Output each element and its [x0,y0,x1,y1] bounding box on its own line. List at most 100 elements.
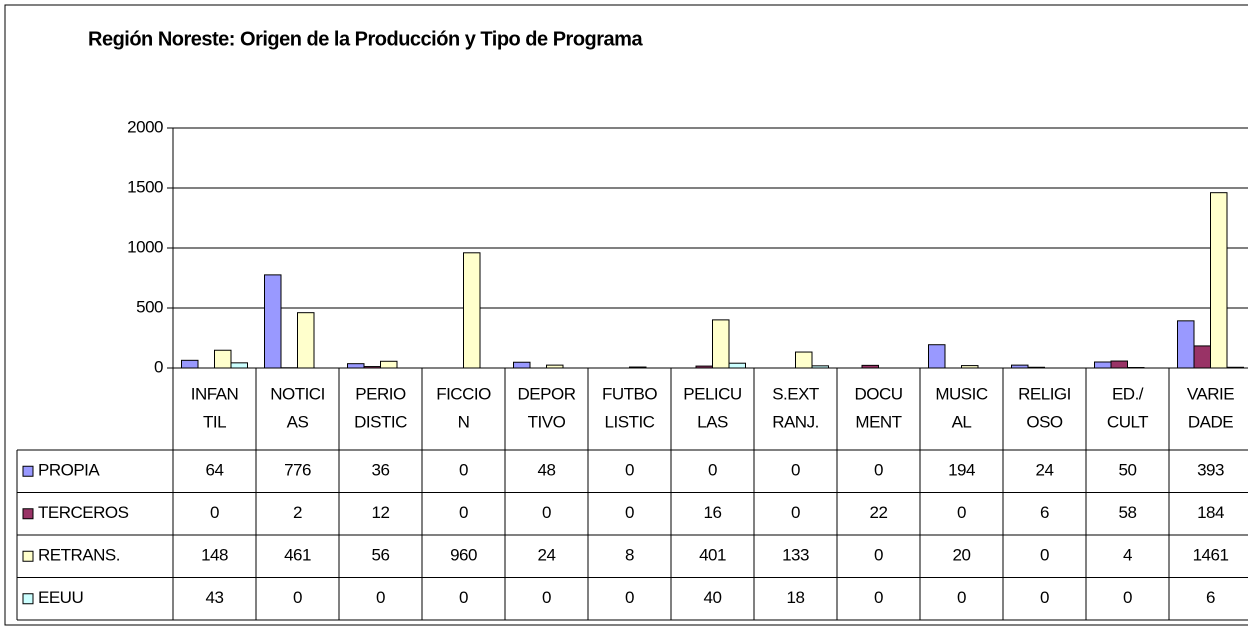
bar [513,361,531,369]
table-value: 0 [459,503,468,522]
table-value: 401 [699,546,726,565]
x-tick-label: PELICU [683,384,741,403]
x-tick-label: OSO [1026,412,1063,431]
x-tick-label: VARIE [1187,384,1234,403]
table-value: 64 [206,461,224,480]
y-tick-label: 500 [136,297,163,316]
x-tick-label: MUSIC [935,384,988,403]
bar [861,364,879,369]
bar [264,274,282,369]
bar [695,365,713,369]
bar [811,365,829,369]
bar [230,362,248,369]
legend-swatch [22,508,34,520]
table-value: 461 [284,546,311,565]
table-value: 194 [948,461,975,480]
table-value: 2 [293,503,302,522]
x-tick-label: LISTIC [605,412,655,431]
table-value: 184 [1197,503,1224,522]
bar [1011,364,1029,369]
table-value: 393 [1197,461,1224,480]
x-tick-label: CULT [1107,412,1148,431]
table-value: 6 [1040,503,1049,522]
table-value: 0 [874,588,883,607]
bar [1110,360,1128,369]
table-value: 0 [957,503,966,522]
bar [928,344,946,369]
x-tick-label: NOTICI [270,384,325,403]
legend-label: EEUU [38,588,83,607]
bar [728,362,746,369]
x-tick-label: ED./ [1112,384,1144,403]
x-tick-label: LAS [697,412,728,431]
table-value: 0 [1040,588,1049,607]
x-tick-label: DISTIC [354,412,407,431]
table-value: 24 [1036,461,1054,480]
bar [629,366,647,369]
bar [181,359,199,369]
bar [1177,320,1195,369]
table-value: 0 [1040,546,1049,565]
x-tick-label: FICCIO [436,384,491,403]
table-value: 0 [210,503,219,522]
table-value: 50 [1119,461,1137,480]
table-value: 0 [376,588,385,607]
x-tick-label: AS [287,412,309,431]
table-value: 0 [459,588,468,607]
x-tick-label: PERIO [355,384,406,403]
x-tick-label: DADE [1188,412,1233,431]
bar [214,349,232,369]
x-tick-label: AL [952,412,972,431]
x-tick-label: MENT [855,412,901,431]
bar [1210,192,1228,369]
x-tick-label: DEPOR [518,384,576,403]
legend-swatch [22,593,34,605]
table-value: 56 [372,546,390,565]
chart-title: Región Noreste: Origen de la Producción … [88,28,643,50]
table-value: 0 [293,588,302,607]
x-tick-label: DOCU [854,384,902,403]
bar [363,366,381,369]
y-tick-label: 1500 [127,177,163,196]
y-tick-label: 0 [154,357,163,376]
bar [961,365,979,369]
table-value: 58 [1119,503,1137,522]
x-tick-label: TIL [203,412,226,431]
table-value: 960 [450,546,477,565]
table-value: 48 [538,461,556,480]
table-value: 22 [870,503,888,522]
table-value: 0 [625,588,634,607]
table-value: 0 [1123,588,1132,607]
table-value: 0 [791,461,800,480]
table-value: 6 [1206,588,1215,607]
legend-swatch [22,465,34,477]
bar [712,319,730,369]
table-value: 0 [625,461,634,480]
legend-label: TERCEROS [38,503,129,522]
table-value: 0 [791,503,800,522]
table-value: 0 [542,588,551,607]
x-tick-label: TIVO [528,412,566,431]
table-value: 12 [372,503,390,522]
table-value: 0 [874,461,883,480]
bar [1027,366,1045,369]
table-value: 0 [874,546,883,565]
table-value: 16 [704,503,722,522]
x-tick-label: S.EXT [772,384,819,403]
bar [380,360,398,369]
table-value: 43 [206,588,224,607]
y-tick-label: 2000 [127,117,163,136]
table-value: 36 [372,461,390,480]
bar [463,252,481,369]
x-tick-label: RELIGI [1018,384,1071,403]
table-value: 133 [782,546,809,565]
bar [297,312,315,369]
table-value: 20 [953,546,971,565]
bar [1193,345,1211,369]
bar [795,351,813,369]
x-tick-label: FUTBO [602,384,657,403]
bar [347,363,365,369]
table-value: 4 [1123,546,1132,565]
table-value: 0 [708,461,717,480]
